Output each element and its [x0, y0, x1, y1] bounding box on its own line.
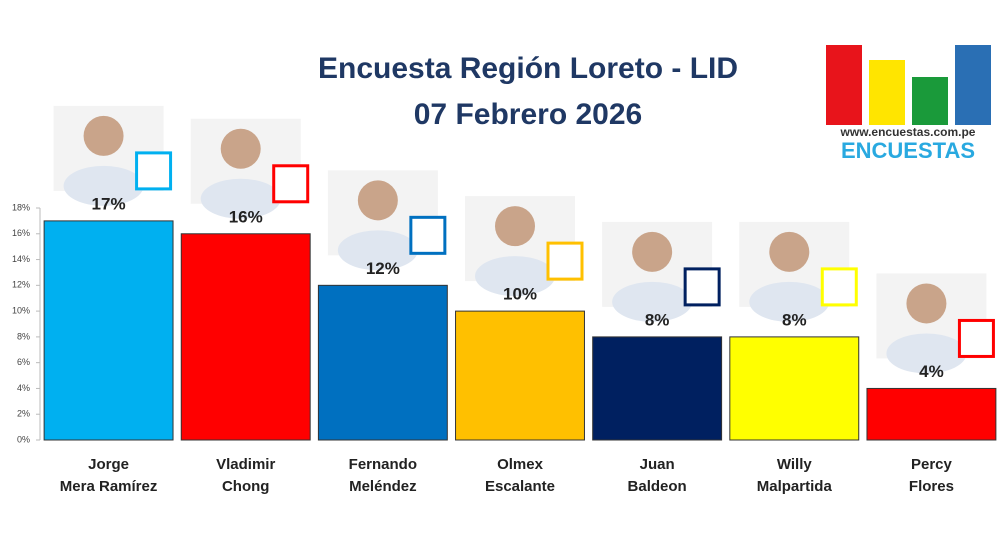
bar: [592, 336, 723, 441]
party-logo: [683, 267, 721, 307]
party-logo: [135, 151, 173, 191]
photo-body: [612, 281, 693, 322]
bar: [729, 336, 860, 441]
logo: www.encuestas.com.pe ENCUESTAS: [826, 45, 991, 163]
party-logo: [957, 318, 995, 358]
y-tick-label: 10%: [12, 305, 30, 315]
photo-body: [337, 230, 418, 271]
x-tick-label: Juan: [640, 456, 675, 473]
logo-bar: [912, 77, 948, 125]
y-tick-label: 6%: [17, 357, 30, 367]
logo-bar: [869, 60, 905, 125]
y-tick-label: 4%: [17, 383, 30, 393]
party-logo: [820, 267, 858, 307]
x-tick-label: Willy: [777, 456, 813, 473]
bar: [866, 387, 997, 441]
chart-subtitle: 07 Febrero 2026: [414, 98, 642, 131]
y-tick-label: 12%: [12, 280, 30, 290]
photo-head: [357, 180, 398, 221]
photo-body: [749, 281, 830, 322]
bar: [180, 233, 311, 441]
logo-bar: [955, 45, 991, 125]
x-tick-label: Percy: [911, 456, 953, 473]
value-label: 4%: [919, 362, 944, 381]
photo-body: [63, 165, 144, 206]
photo-head: [769, 231, 810, 272]
photo-head: [632, 231, 673, 272]
logo-url: www.encuestas.com.pe: [840, 125, 976, 139]
x-tick-label: Baldeon: [628, 478, 687, 495]
x-tick-label: Vladimir: [216, 456, 275, 473]
value-label: 16%: [229, 207, 263, 226]
photo-body: [475, 256, 555, 297]
photo-body: [886, 333, 967, 374]
logo-bar: [826, 45, 862, 125]
photo-head: [220, 128, 261, 169]
y-tick-label: 0%: [17, 434, 30, 444]
photo-head: [495, 206, 535, 247]
value-label: 8%: [782, 310, 807, 329]
x-tick-label: Meléndez: [349, 478, 417, 495]
x-tick-label: Mera Ramírez: [60, 478, 158, 495]
photo-head: [83, 115, 124, 156]
y-tick-label: 14%: [12, 254, 30, 264]
photo-body: [200, 178, 281, 219]
bar: [317, 284, 448, 441]
photo-head: [906, 283, 947, 324]
chart-title: Encuesta Región Loreto - LID: [318, 52, 738, 85]
x-tick-label: Escalante: [485, 478, 555, 495]
y-tick-label: 16%: [12, 228, 30, 238]
x-tick-label: Malpartida: [757, 478, 833, 495]
value-label: 12%: [366, 259, 400, 278]
logo-name: ENCUESTAS: [841, 138, 975, 163]
y-tick-label: 8%: [17, 331, 30, 341]
x-tick-label: Olmex: [497, 456, 544, 473]
x-tick-label: Flores: [909, 478, 954, 495]
party-logo: [546, 241, 584, 281]
x-tick-label: Chong: [222, 478, 269, 495]
party-logo: [409, 215, 447, 255]
x-tick-label: Fernando: [349, 456, 417, 473]
bar: [455, 310, 585, 441]
bar: [43, 220, 174, 441]
value-label: 8%: [645, 310, 670, 329]
x-tick-label: Jorge: [88, 456, 129, 473]
party-logo: [272, 164, 310, 204]
value-label: 17%: [92, 194, 126, 213]
value-label: 10%: [503, 285, 537, 304]
y-tick-label: 2%: [17, 409, 30, 419]
y-tick-label: 18%: [12, 202, 30, 212]
